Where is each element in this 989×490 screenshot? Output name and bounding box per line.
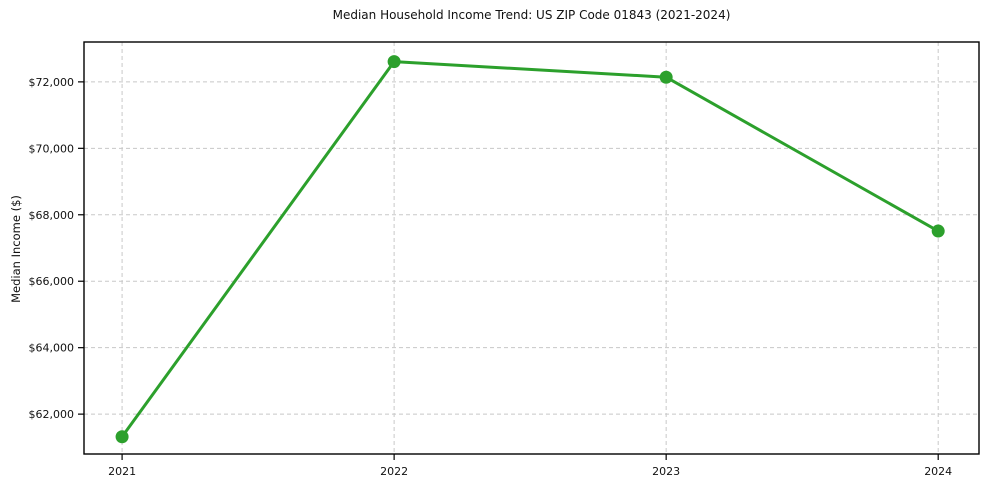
- y-tick-label: $62,000: [29, 408, 75, 421]
- y-tick-label: $72,000: [29, 76, 75, 89]
- y-tick-label: $70,000: [29, 142, 75, 155]
- data-point-2021: [115, 430, 129, 444]
- x-tick-label: 2022: [380, 465, 408, 478]
- chart-title: Median Household Income Trend: US ZIP Co…: [332, 8, 731, 22]
- y-tick-label: $66,000: [29, 275, 75, 288]
- plot-border: [83, 41, 980, 455]
- x-tick-label: 2023: [652, 465, 680, 478]
- data-point-2024: [931, 224, 945, 238]
- y-tick-label: $68,000: [29, 209, 75, 222]
- x-tick-label: 2024: [924, 465, 952, 478]
- data-point-2022: [387, 55, 401, 69]
- y-tick-label: $64,000: [29, 342, 75, 355]
- trend-line: [120, 60, 940, 439]
- data-point-2023: [659, 70, 673, 84]
- x-tick-label: 2021: [108, 465, 136, 478]
